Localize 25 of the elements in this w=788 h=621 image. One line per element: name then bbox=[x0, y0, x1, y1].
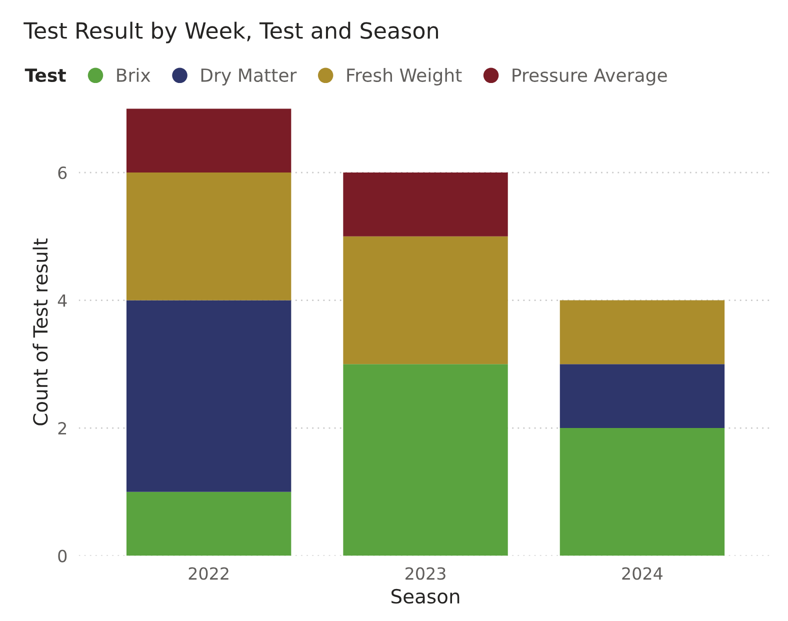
bar bbox=[126, 300, 292, 492]
bar bbox=[126, 108, 292, 173]
bar bbox=[560, 428, 725, 556]
y-tick-label: 2 bbox=[58, 422, 66, 434]
legend-label: Dry Matter bbox=[201, 68, 297, 86]
y-tick-label: 0 bbox=[58, 550, 67, 562]
y-axis-title: Count of Test result bbox=[32, 238, 48, 426]
bar bbox=[343, 236, 508, 364]
legend-label: Pressure Average bbox=[512, 68, 667, 86]
bar bbox=[560, 300, 725, 364]
bar bbox=[343, 172, 508, 236]
bar bbox=[126, 172, 292, 300]
legend-title: Test bbox=[24, 68, 66, 82]
chart-title: Test Result by Week, Test and Season bbox=[24, 22, 438, 44]
bar bbox=[560, 364, 725, 428]
legend-label: Brix bbox=[117, 68, 150, 82]
x-tick-label: 2022 bbox=[188, 567, 228, 580]
bar bbox=[343, 364, 508, 556]
x-tick-label: 2023 bbox=[406, 567, 446, 580]
legend-label: Fresh Weight bbox=[347, 68, 462, 86]
y-tick-label: 6 bbox=[58, 166, 67, 180]
y-tick-label: 4 bbox=[58, 294, 67, 307]
bar bbox=[126, 492, 292, 556]
x-tick-label: 2024 bbox=[622, 567, 662, 580]
x-axis-title: Season bbox=[392, 588, 460, 604]
